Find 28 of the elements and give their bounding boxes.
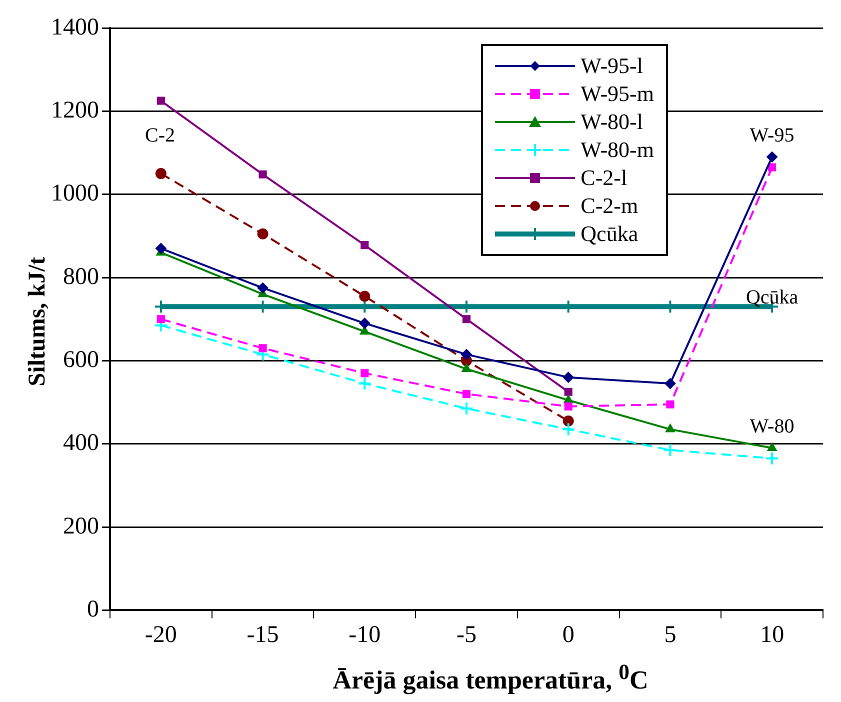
annotation: C-2 xyxy=(145,124,175,146)
y-tick-label: 800 xyxy=(63,264,99,290)
y-tick-label: 400 xyxy=(63,430,99,456)
legend-label: C-2-l xyxy=(580,165,628,191)
annotation: W-80 xyxy=(750,415,794,438)
x-tick-label: -5 xyxy=(456,622,476,648)
x-tick-label: 0 xyxy=(562,622,574,648)
x-axis-title: Ārējā gaisa temperatūra, $^{0}$C xyxy=(332,660,650,696)
x-tick-label: 5 xyxy=(664,622,676,648)
x-tick-label: 10 xyxy=(760,622,784,648)
y-tick-label: 1000 xyxy=(51,180,99,207)
legend-label: C-2-m xyxy=(580,193,638,219)
y-tick-label: 1400 xyxy=(51,14,99,40)
annotation: W-95 xyxy=(750,124,794,146)
y-tick-label: 0 xyxy=(87,596,99,622)
legend-label: W-80-m xyxy=(580,137,654,163)
y-axis-title: Siltums, kJ/t xyxy=(24,256,52,388)
legend-label: Qcūka xyxy=(580,221,638,247)
annotation: Qcūka xyxy=(746,286,798,309)
legend-label: W-80-l xyxy=(580,109,643,135)
x-tick-label: -10 xyxy=(348,622,381,648)
y-tick-label: 1200 xyxy=(51,97,99,124)
y-tick-label: 200 xyxy=(63,513,99,540)
legend-label: W-95-l xyxy=(580,53,643,79)
x-tick-label: -20 xyxy=(144,622,177,648)
y-tick-label: 600 xyxy=(63,346,99,373)
x-tick-label: -15 xyxy=(246,622,279,648)
legend-label: W-95-m xyxy=(580,81,654,107)
